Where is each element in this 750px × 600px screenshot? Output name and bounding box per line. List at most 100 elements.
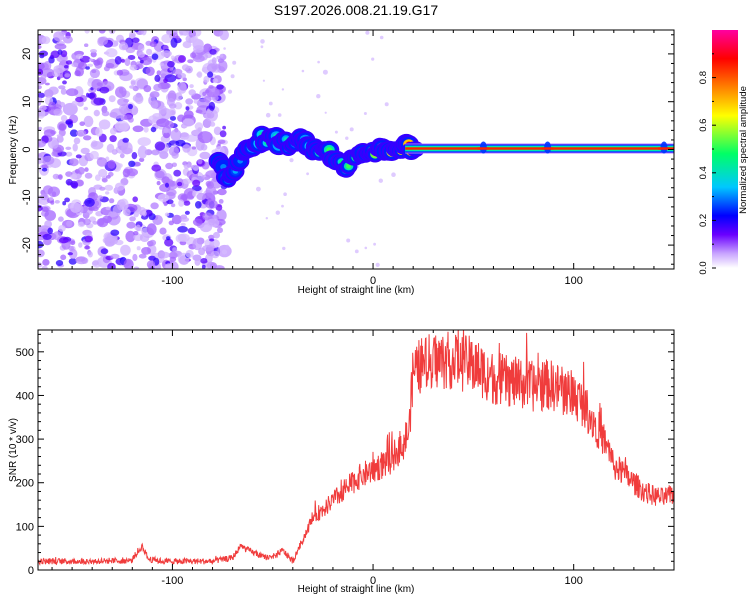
noise-blob [168, 180, 176, 187]
noise-blob [57, 49, 63, 55]
noise-blob [150, 202, 159, 210]
noise-blob [38, 44, 42, 50]
noise-blob [86, 92, 90, 98]
noise-blob [105, 48, 118, 58]
noise-speck [363, 112, 367, 115]
noise-blob [65, 146, 72, 150]
noise-blob [68, 158, 79, 167]
colorbar-tick-label: 0.0 [698, 261, 709, 274]
noise-blob [79, 121, 85, 126]
noise-blob [145, 209, 153, 217]
noise-blob [77, 167, 85, 175]
noise-blob [119, 198, 129, 211]
noise-blob [168, 107, 176, 117]
noise-blob [180, 222, 186, 227]
noise-blob [60, 88, 67, 95]
noise-blob [65, 178, 73, 186]
noise-blob [80, 147, 90, 155]
noise-blob [101, 178, 108, 183]
noise-blob [140, 57, 153, 66]
noise-blob [38, 62, 45, 70]
noise-blob [166, 199, 174, 205]
noise-blob [123, 114, 133, 121]
noise-blob [71, 62, 79, 68]
noise-blob [178, 199, 185, 207]
noise-blob [83, 106, 89, 111]
noise-blob [105, 175, 111, 179]
noise-blob [138, 253, 147, 259]
noise-blob [135, 224, 141, 232]
noise-blob [183, 188, 196, 199]
noise-blob [90, 51, 97, 58]
noise-speck [283, 192, 287, 196]
noise-blob [87, 251, 93, 258]
noise-speck [223, 47, 226, 50]
noise-blob [197, 158, 203, 165]
x-tick-label: -100 [161, 275, 183, 287]
noise-blob [205, 185, 217, 198]
noise-blob [170, 55, 175, 61]
snr-ticks: -100 0 100 0 100 200 300 400 500 [16, 330, 675, 587]
noise-blob [91, 206, 99, 212]
noise-blob [99, 186, 106, 191]
noise-blob [166, 236, 171, 241]
colorbar-tick-label: 0.4 [698, 166, 709, 179]
noise-blob [101, 110, 110, 117]
noise-blob [209, 48, 217, 55]
noise-speck [262, 79, 265, 82]
noise-blob [110, 229, 120, 236]
noise-blob [203, 75, 210, 83]
noise-blob [192, 190, 197, 197]
noise-blob [66, 220, 73, 227]
noise-blob [206, 218, 220, 228]
noise-blob [131, 152, 138, 160]
noise-blob [217, 227, 223, 234]
noise-blob [47, 186, 61, 198]
noise-blob [44, 210, 56, 221]
noise-blob [177, 181, 183, 187]
snr-series-line [38, 330, 674, 566]
noise-blob [197, 131, 213, 144]
y-tick-label: 0 [21, 146, 33, 152]
noise-blob [173, 169, 182, 177]
noise-speck [275, 210, 280, 215]
ridge-blob [345, 163, 352, 169]
noise-blob [185, 98, 194, 105]
noise-blob [158, 105, 167, 115]
noise-blob [75, 256, 88, 265]
noise-blob [165, 182, 169, 188]
noise-blob [104, 184, 114, 191]
noise-blob [114, 120, 130, 132]
noise-blob [60, 254, 67, 261]
noise-blob [137, 137, 151, 147]
noise-blob [70, 202, 82, 213]
noise-blob [109, 127, 117, 135]
noise-blob [122, 137, 129, 143]
noise-blob [110, 253, 120, 259]
noise-speck [373, 242, 376, 246]
noise-blob [201, 264, 206, 269]
noise-blob [51, 140, 59, 149]
noise-blob [133, 211, 139, 218]
snr-x-axis-label: Height of straight line (km) [298, 584, 415, 595]
y-tick-label: 10 [21, 96, 33, 108]
noise-blob [196, 192, 207, 201]
noise-blob [164, 120, 175, 129]
noise-blob [87, 92, 96, 99]
noise-blob [191, 185, 202, 192]
noise-blob [205, 170, 218, 179]
noise-blob [151, 164, 162, 172]
noise-blob [41, 36, 51, 45]
noise-blob [48, 56, 55, 64]
noise-blob [184, 210, 190, 215]
noise-blob [64, 197, 70, 203]
noise-blob [202, 212, 213, 221]
colorbar-ticks: 0.0 0.2 0.4 0.6 0.8 [698, 53, 716, 275]
colorbar-tick-label: 0.2 [698, 214, 709, 227]
noise-blob [122, 208, 131, 216]
noise-blob [98, 30, 106, 34]
noise-blob [163, 128, 169, 134]
noise-blob [146, 223, 157, 236]
noise-blob [195, 201, 202, 209]
noise-blob [128, 31, 136, 39]
